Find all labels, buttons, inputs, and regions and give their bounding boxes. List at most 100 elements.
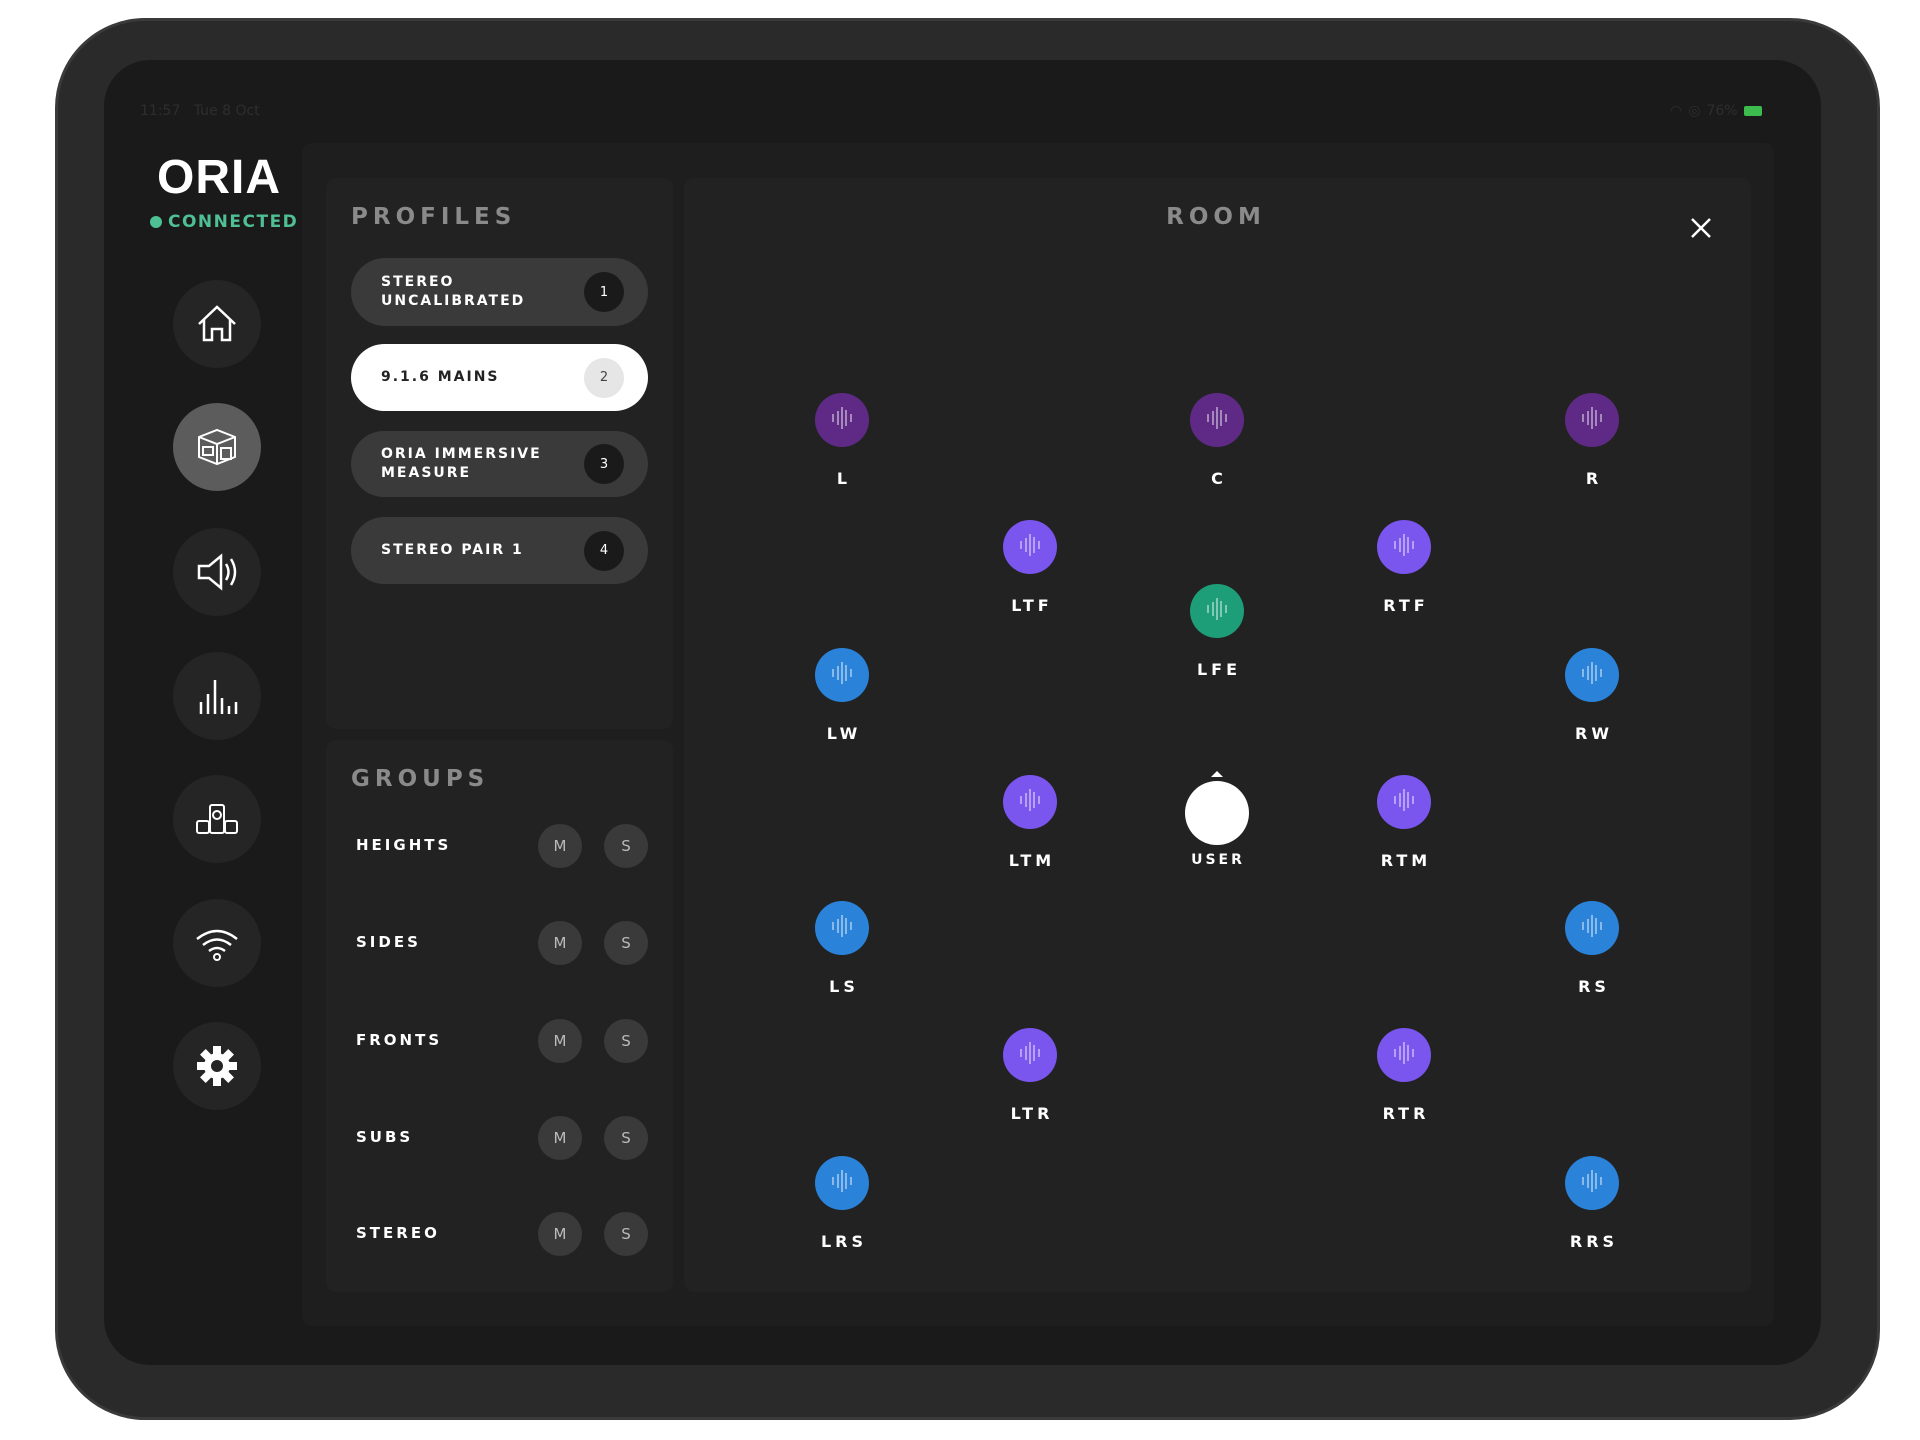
speaker-rrs[interactable] <box>1565 1156 1619 1210</box>
group-mute-button[interactable]: M <box>538 1212 582 1256</box>
connected-dot-icon <box>150 216 162 228</box>
sidebar-item-speaker-volume[interactable] <box>173 528 261 616</box>
waveform-icon <box>1015 785 1045 819</box>
user-direction-icon <box>1211 771 1223 777</box>
group-mute-button[interactable]: M <box>538 1019 582 1063</box>
profile-number-badge: 1 <box>584 272 624 312</box>
group-solo-button[interactable]: S <box>604 824 648 868</box>
group-label: STEREO <box>356 1224 440 1242</box>
speaker-lrs[interactable] <box>815 1156 869 1210</box>
speaker-label: LFE <box>1196 660 1242 679</box>
speaker-label: L <box>836 469 852 488</box>
speaker-lfe[interactable] <box>1190 584 1244 638</box>
speaker-ls[interactable] <box>815 901 869 955</box>
speaker-label: RTF <box>1383 596 1429 615</box>
battery-icon <box>1743 106 1762 116</box>
app-logo: ORIA <box>157 151 281 204</box>
speaker-rtm[interactable] <box>1377 775 1431 829</box>
profile-label: ORIA IMMERSIVE MEASURE <box>381 446 542 481</box>
waveform-icon <box>1577 403 1607 437</box>
group-mute-button[interactable]: M <box>538 824 582 868</box>
user-position-handle[interactable] <box>1185 781 1249 845</box>
waveform-icon <box>827 403 857 437</box>
home-icon <box>198 305 236 342</box>
profiles-title: PROFILES <box>351 204 517 230</box>
group-label: SIDES <box>356 933 421 951</box>
speaker-ltr[interactable] <box>1003 1028 1057 1082</box>
equalizer-icon <box>199 680 238 714</box>
sidebar-item-gear[interactable] <box>173 1022 261 1110</box>
sidebar-item-home[interactable] <box>173 280 261 368</box>
speaker-rw[interactable] <box>1565 648 1619 702</box>
sidebar-item-wifi[interactable] <box>173 899 261 987</box>
speaker-label: LTF <box>1011 596 1053 615</box>
speaker-label: C <box>1211 469 1227 488</box>
group-label: HEIGHTS <box>356 836 452 854</box>
room-panel <box>684 178 1751 1292</box>
speaker-system-icon <box>196 804 238 834</box>
profile-number-badge: 2 <box>584 357 624 398</box>
speaker-ltf[interactable] <box>1003 520 1057 574</box>
waveform-icon <box>1389 530 1419 564</box>
waveform-icon <box>1015 530 1045 564</box>
profile-number-badge: 3 <box>584 444 624 484</box>
waveform-icon <box>1577 658 1607 692</box>
profile-label: STEREO PAIR 1 <box>381 542 524 558</box>
waveform-icon <box>1577 1166 1607 1200</box>
user-label: USER <box>1191 852 1245 868</box>
speaker-lw[interactable] <box>815 648 869 702</box>
speaker-label: RW <box>1575 724 1613 743</box>
status-time: 11:57 Tue 8 Oct <box>140 103 260 119</box>
speaker-label: RRS <box>1569 1232 1619 1251</box>
close-icon[interactable] <box>1688 215 1714 241</box>
group-solo-button[interactable]: S <box>604 921 648 965</box>
sidebar-item-speaker-system[interactable] <box>173 775 261 863</box>
speaker-rtr[interactable] <box>1377 1028 1431 1082</box>
speaker-l[interactable] <box>815 393 869 447</box>
waveform-icon <box>1577 911 1607 945</box>
connection-status: CONNECTED <box>150 212 298 232</box>
waveform-icon <box>827 1166 857 1200</box>
group-solo-button[interactable]: S <box>604 1116 648 1160</box>
profile-item[interactable]: ORIA IMMERSIVE MEASURE 3 <box>351 431 648 497</box>
speaker-ltm[interactable] <box>1003 775 1057 829</box>
waveform-icon <box>827 911 857 945</box>
speaker-volume-icon <box>197 553 237 591</box>
profile-item[interactable]: 9.1.6 MAINS 2 <box>351 344 648 411</box>
speaker-c[interactable] <box>1190 393 1244 447</box>
room-icon <box>198 428 236 466</box>
speaker-label: LS <box>829 977 859 996</box>
room-title: ROOM <box>1166 204 1266 230</box>
battery-percent: 76% <box>1706 103 1738 119</box>
speaker-label: LTR <box>1010 1104 1054 1123</box>
speaker-r[interactable] <box>1565 393 1619 447</box>
group-solo-button[interactable]: S <box>604 1019 648 1063</box>
profile-label: STEREO UNCALIBRATED <box>381 274 526 309</box>
speaker-label: RTM <box>1380 851 1432 870</box>
groups-panel <box>326 740 673 1292</box>
speaker-rtf[interactable] <box>1377 520 1431 574</box>
group-label: SUBS <box>356 1128 414 1146</box>
group-solo-button[interactable]: S <box>604 1212 648 1256</box>
group-mute-button[interactable]: M <box>538 1116 582 1160</box>
speaker-label: RS <box>1578 977 1610 996</box>
sidebar-item-room[interactable] <box>173 403 261 491</box>
groups-title: GROUPS <box>351 766 490 792</box>
wifi-icon <box>196 929 238 961</box>
sidebar-item-equalizer[interactable] <box>173 652 261 740</box>
waveform-icon <box>1202 403 1232 437</box>
orientation-lock-icon: ◎ <box>1688 103 1701 119</box>
profile-item[interactable]: STEREO UNCALIBRATED 1 <box>351 258 648 326</box>
speaker-rs[interactable] <box>1565 901 1619 955</box>
speaker-label: LRS <box>820 1232 868 1251</box>
profile-item[interactable]: STEREO PAIR 1 4 <box>351 517 648 584</box>
speaker-label: RTR <box>1382 1104 1430 1123</box>
gear-icon <box>197 1046 237 1086</box>
waveform-icon <box>1389 785 1419 819</box>
speaker-label: LTM <box>1008 851 1056 870</box>
waveform-icon <box>827 658 857 692</box>
waveform-icon <box>1015 1038 1045 1072</box>
group-mute-button[interactable]: M <box>538 921 582 965</box>
status-indicators: ◠ ◎ 76% <box>1670 103 1762 119</box>
profile-label: 9.1.6 MAINS <box>381 369 500 385</box>
